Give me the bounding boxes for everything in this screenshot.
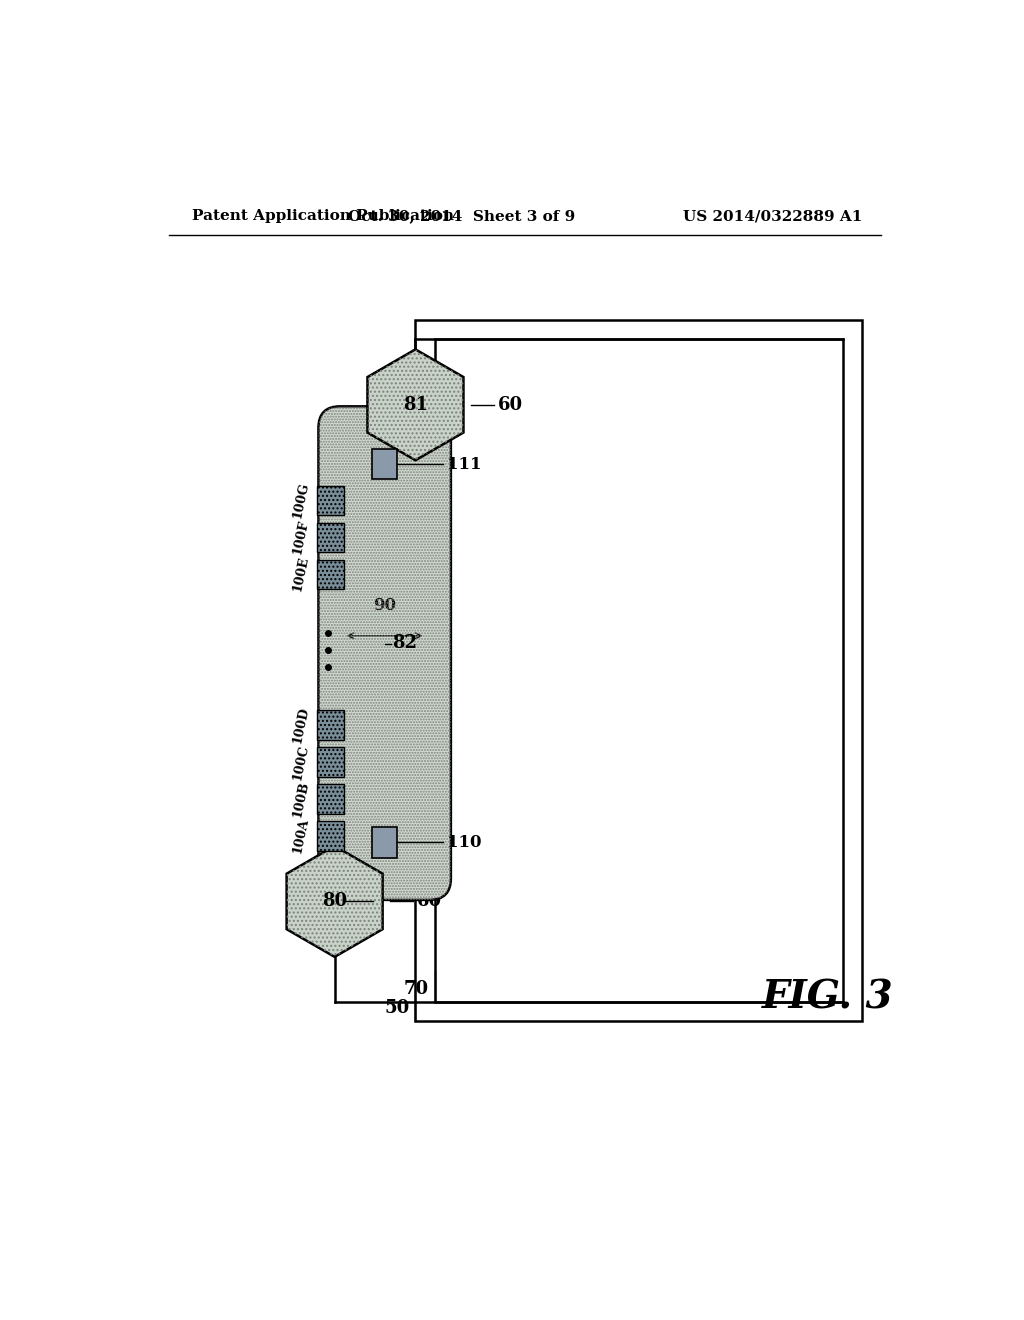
- Text: 70: 70: [403, 979, 429, 998]
- Text: 60: 60: [498, 396, 523, 413]
- Text: 100G: 100G: [291, 480, 310, 520]
- Bar: [316, 710, 344, 739]
- Text: 111: 111: [447, 455, 481, 473]
- Text: 100D: 100D: [291, 706, 310, 744]
- Text: 100C: 100C: [291, 743, 310, 781]
- Bar: [316, 486, 344, 515]
- Bar: [373, 826, 397, 858]
- Text: Oct. 30, 2014  Sheet 3 of 9: Oct. 30, 2014 Sheet 3 of 9: [348, 209, 575, 223]
- Text: Patent Application Publication: Patent Application Publication: [193, 209, 455, 223]
- Polygon shape: [287, 846, 383, 957]
- Text: 60: 60: [417, 892, 442, 911]
- Text: FIG. 3: FIG. 3: [762, 978, 894, 1016]
- Bar: [316, 821, 344, 850]
- Text: 110: 110: [447, 834, 481, 850]
- Bar: [316, 560, 344, 589]
- Polygon shape: [368, 350, 464, 461]
- Text: 100F: 100F: [291, 519, 310, 556]
- Bar: [435, 339, 843, 1002]
- Text: 100E: 100E: [291, 556, 310, 593]
- Text: 50: 50: [384, 999, 410, 1016]
- Text: 80: 80: [322, 892, 347, 911]
- Text: 82: 82: [392, 635, 418, 652]
- Bar: [316, 523, 344, 552]
- Text: 90: 90: [373, 597, 396, 614]
- Text: 100B: 100B: [291, 780, 310, 818]
- Text: 100A: 100A: [291, 817, 310, 855]
- Text: US 2014/0322889 A1: US 2014/0322889 A1: [683, 209, 862, 223]
- Bar: [316, 784, 344, 813]
- Bar: [416, 321, 862, 1020]
- Text: 81: 81: [403, 396, 428, 413]
- Bar: [373, 449, 397, 479]
- Bar: [316, 747, 344, 776]
- FancyBboxPatch shape: [318, 407, 451, 900]
